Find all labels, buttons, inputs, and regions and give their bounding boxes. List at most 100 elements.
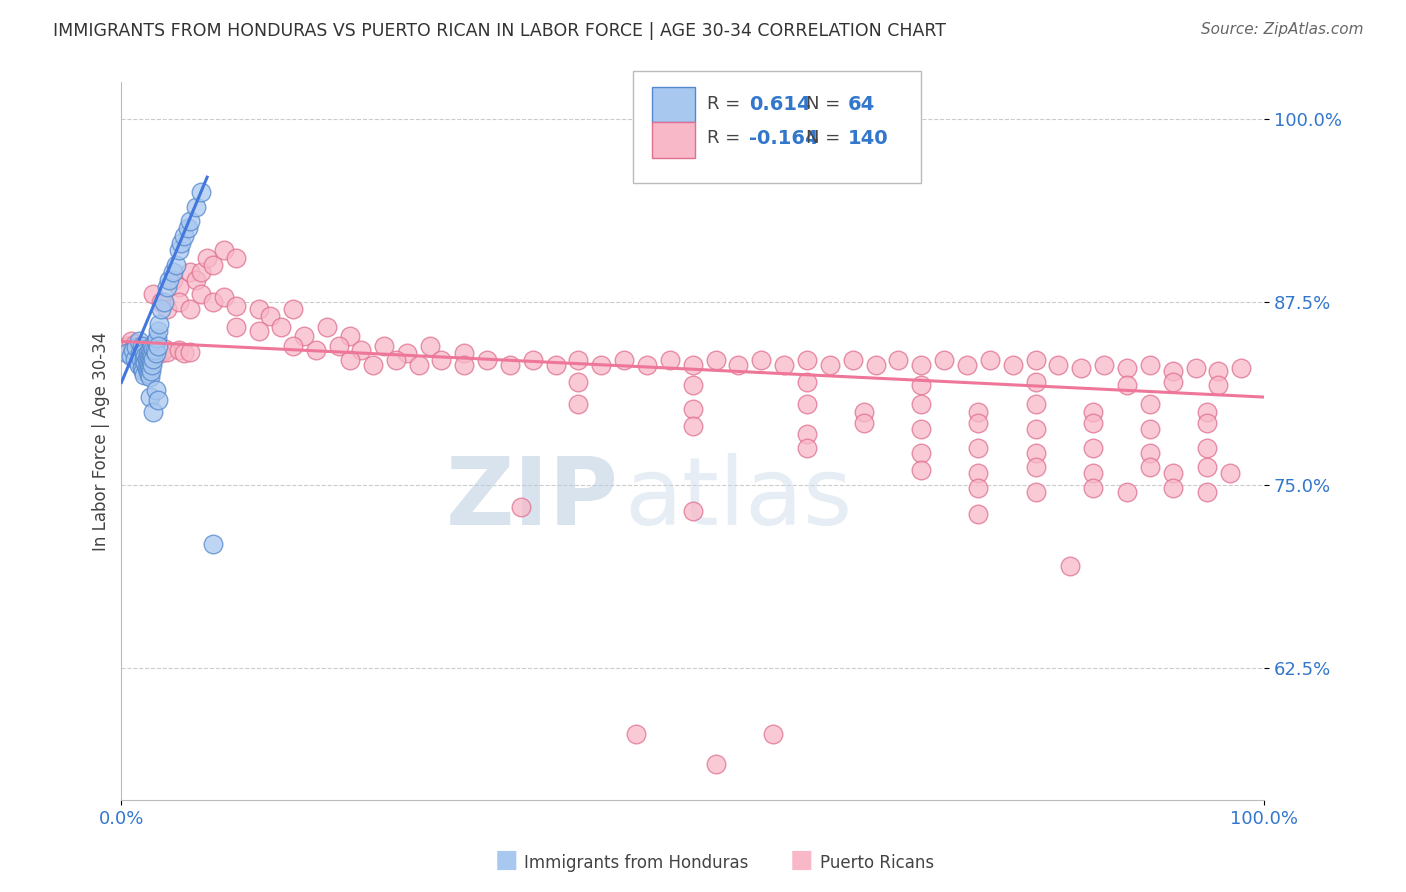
- Point: [136, 346, 159, 360]
- Point: [910, 463, 932, 477]
- Point: [150, 302, 173, 317]
- Point: [247, 302, 270, 317]
- Point: [853, 405, 876, 419]
- Text: atlas: atlas: [624, 452, 852, 544]
- Point: [316, 319, 339, 334]
- Point: [135, 360, 157, 375]
- Point: [967, 467, 990, 481]
- Point: [136, 343, 159, 358]
- Point: [408, 358, 430, 372]
- Point: [146, 339, 169, 353]
- Point: [132, 364, 155, 378]
- Point: [146, 343, 169, 358]
- Point: [1195, 442, 1218, 456]
- Point: [145, 334, 167, 349]
- Text: ■: ■: [790, 848, 813, 872]
- Point: [1195, 417, 1218, 431]
- Point: [328, 339, 350, 353]
- Point: [146, 324, 169, 338]
- Point: [1116, 378, 1139, 392]
- Point: [125, 340, 148, 354]
- Point: [1092, 358, 1115, 372]
- Point: [1219, 467, 1241, 481]
- Point: [967, 442, 990, 456]
- Point: [704, 353, 727, 368]
- Point: [910, 422, 932, 436]
- Point: [247, 324, 270, 338]
- Point: [773, 358, 796, 372]
- Point: [1184, 360, 1206, 375]
- Point: [1025, 353, 1047, 368]
- Point: [384, 353, 406, 368]
- Point: [132, 340, 155, 354]
- Point: [704, 756, 727, 771]
- Point: [132, 343, 155, 358]
- Point: [1081, 467, 1104, 481]
- Point: [361, 358, 384, 372]
- Point: [167, 343, 190, 358]
- Point: [1195, 460, 1218, 475]
- Point: [145, 383, 167, 397]
- Point: [567, 376, 589, 390]
- Point: [156, 280, 179, 294]
- Point: [179, 344, 201, 359]
- Point: [195, 251, 218, 265]
- Text: Immigrants from Honduras: Immigrants from Honduras: [524, 855, 749, 872]
- Text: R =: R =: [707, 128, 747, 146]
- Point: [225, 299, 247, 313]
- Point: [853, 417, 876, 431]
- Point: [818, 358, 841, 372]
- Point: [796, 442, 818, 456]
- Point: [567, 353, 589, 368]
- Point: [214, 244, 236, 258]
- Point: [1047, 358, 1070, 372]
- Point: [129, 339, 152, 353]
- Point: [1025, 397, 1047, 411]
- Point: [170, 236, 193, 251]
- Point: [128, 334, 150, 349]
- Text: ZIP: ZIP: [446, 452, 619, 544]
- Point: [934, 353, 956, 368]
- Point: [156, 302, 179, 317]
- Text: Source: ZipAtlas.com: Source: ZipAtlas.com: [1201, 22, 1364, 37]
- Text: 0.614: 0.614: [749, 95, 811, 113]
- Point: [796, 376, 818, 390]
- Point: [544, 358, 567, 372]
- Point: [658, 353, 681, 368]
- Point: [139, 342, 162, 356]
- Text: Puerto Ricans: Puerto Ricans: [820, 855, 934, 872]
- Point: [453, 358, 475, 372]
- Point: [567, 397, 589, 411]
- Point: [141, 358, 163, 372]
- Point: [499, 358, 522, 372]
- Point: [128, 346, 150, 360]
- Point: [131, 360, 153, 375]
- Point: [591, 358, 613, 372]
- Point: [162, 273, 184, 287]
- Point: [682, 419, 704, 434]
- Point: [682, 401, 704, 416]
- Point: [122, 342, 145, 356]
- Point: [967, 481, 990, 495]
- Point: [142, 342, 165, 356]
- Text: N =: N =: [806, 95, 845, 112]
- Point: [134, 344, 156, 359]
- Point: [613, 353, 636, 368]
- Point: [1139, 460, 1161, 475]
- Point: [145, 346, 167, 360]
- Point: [138, 367, 160, 381]
- Point: [1081, 442, 1104, 456]
- Point: [910, 358, 932, 372]
- Point: [522, 353, 544, 368]
- Point: [115, 346, 138, 360]
- Point: [134, 368, 156, 383]
- Point: [139, 390, 162, 404]
- Point: [190, 287, 212, 301]
- Point: [134, 356, 156, 370]
- Point: [201, 258, 224, 272]
- Point: [124, 337, 146, 351]
- Point: [201, 294, 224, 309]
- Point: [682, 378, 704, 392]
- Point: [139, 360, 162, 375]
- Point: [129, 351, 152, 366]
